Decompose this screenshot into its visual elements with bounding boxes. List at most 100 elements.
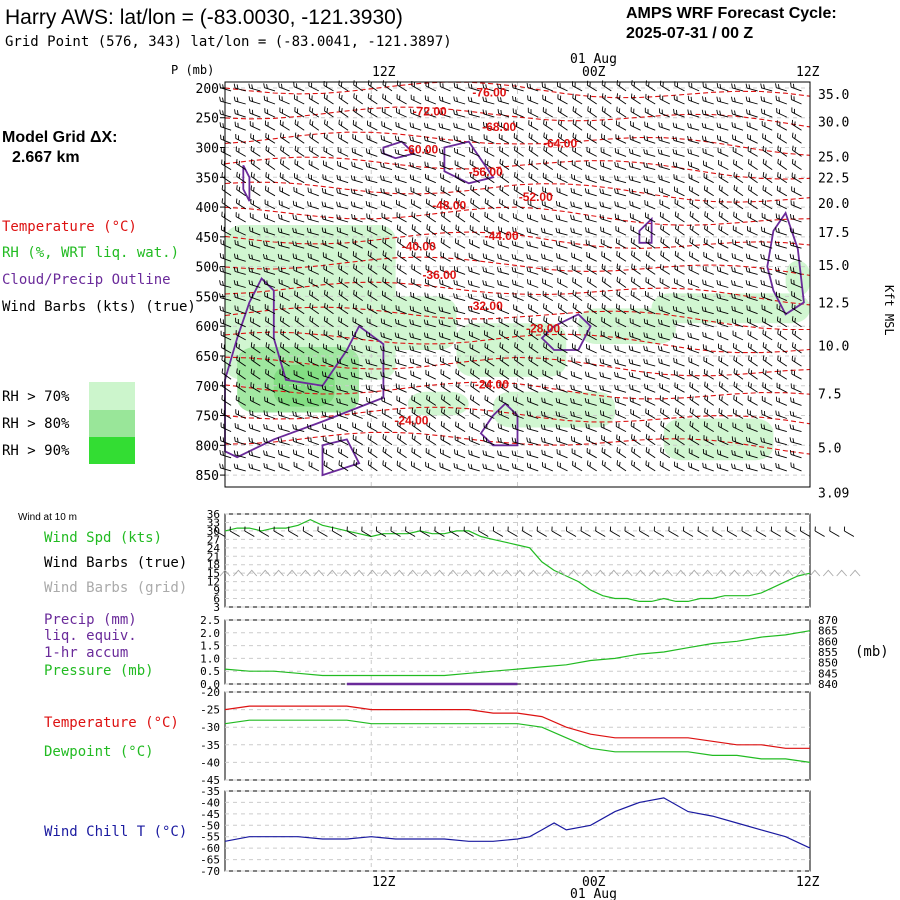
wind-barb	[235, 317, 246, 328]
wind-barb	[601, 133, 612, 144]
wind-barb	[609, 526, 621, 537]
height-tick-label: 20.0	[818, 197, 849, 212]
wind-barb	[512, 410, 524, 419]
wind-barb	[365, 371, 378, 380]
wind-barb	[366, 225, 378, 236]
wind-barb	[215, 526, 226, 537]
wind-barb	[426, 211, 437, 223]
wind-barb	[263, 410, 276, 419]
wind-barb	[600, 422, 612, 433]
wind-barb	[673, 357, 685, 367]
wind-barb	[762, 133, 773, 144]
wind-barb	[499, 171, 510, 184]
wind-barb	[511, 450, 524, 459]
wind-barb	[629, 213, 641, 223]
wind-barb	[308, 173, 319, 184]
grid-wind-barb	[796, 569, 807, 577]
wind-barb	[395, 371, 407, 380]
wind-barb	[599, 175, 612, 184]
wind-barb	[762, 185, 773, 197]
wind-barb	[791, 303, 802, 315]
wind-barb	[323, 316, 334, 328]
wind-barb	[235, 212, 246, 223]
wind-barb	[308, 461, 320, 472]
wind-barb	[616, 447, 627, 459]
wind-barb	[570, 227, 583, 236]
wind-barb	[557, 119, 568, 131]
wind-barb	[396, 395, 407, 406]
wind-barb	[703, 185, 714, 197]
wind-barb	[689, 407, 700, 419]
height-tick-label: 7.5	[818, 387, 841, 402]
series-line	[224, 719, 811, 763]
wind-barb	[540, 227, 553, 236]
wind-barb	[511, 423, 524, 433]
wind-barb	[381, 290, 393, 301]
wind-barb	[572, 132, 583, 144]
grid-wind-barb	[501, 569, 512, 577]
wind-barb	[674, 186, 685, 197]
wind-barb	[396, 277, 407, 288]
wind-barb	[718, 421, 729, 432]
wind-barb	[542, 94, 553, 105]
wind-barb	[748, 171, 758, 184]
wind-barb	[395, 121, 407, 131]
wind-barb	[716, 279, 729, 288]
wind-barb	[629, 331, 641, 341]
wind-barb	[307, 201, 319, 210]
wind-barb	[785, 526, 796, 537]
wind-barb	[703, 251, 714, 262]
wind-barb	[411, 250, 422, 262]
wind-barb	[382, 263, 393, 275]
wind-barb	[397, 447, 407, 459]
rh-shade-region	[651, 293, 810, 324]
wind-barb	[683, 526, 694, 537]
wind-barb	[790, 95, 802, 105]
wind-barb	[323, 289, 334, 301]
height-tick-label: 3.09	[818, 486, 849, 501]
wind-barb	[336, 201, 349, 210]
wind-barb	[616, 303, 627, 315]
wind-barb	[338, 106, 349, 118]
wind-barb	[455, 421, 466, 432]
wind-barb	[468, 330, 480, 341]
wind-barb	[425, 382, 437, 393]
wind-barb	[234, 436, 246, 446]
temperature-contour	[224, 156, 811, 180]
wind-barb	[614, 384, 627, 393]
wind-barb	[557, 329, 568, 341]
wind-barb	[760, 253, 773, 262]
wind-barb	[733, 198, 744, 210]
wind-barb	[526, 266, 539, 275]
wind-barb	[441, 407, 451, 419]
wind-barb	[513, 185, 524, 197]
temperature-contour	[224, 81, 811, 99]
wind-barb	[542, 356, 554, 367]
wind-barb	[439, 265, 451, 275]
wind-barb	[453, 109, 466, 118]
panel-tick-label: 27	[207, 533, 220, 546]
wind-barb	[424, 173, 436, 184]
temperature-label: -68.00	[482, 120, 516, 134]
wind-barb	[630, 237, 641, 249]
panel-tick-label: -60	[200, 842, 220, 855]
wind-barb	[307, 423, 319, 433]
wind-barb	[453, 293, 466, 302]
wind-barb	[482, 463, 495, 472]
wind-barb	[762, 355, 773, 367]
wind-barb	[514, 342, 524, 354]
wind-barb	[512, 108, 524, 118]
wind-barb	[441, 211, 451, 223]
wind-barb	[484, 211, 495, 223]
wind-barb	[484, 198, 495, 210]
wind-barb	[614, 371, 627, 380]
wind-barb	[498, 409, 510, 419]
wind-barb	[365, 200, 378, 210]
wind-barb	[438, 122, 451, 131]
wind-barb	[774, 240, 787, 249]
wind-barb	[321, 227, 334, 236]
wind-barb	[337, 147, 349, 157]
bottom-date-label: 01 Aug	[570, 887, 617, 900]
wind-barb	[600, 239, 612, 249]
wind-barb	[396, 291, 407, 302]
